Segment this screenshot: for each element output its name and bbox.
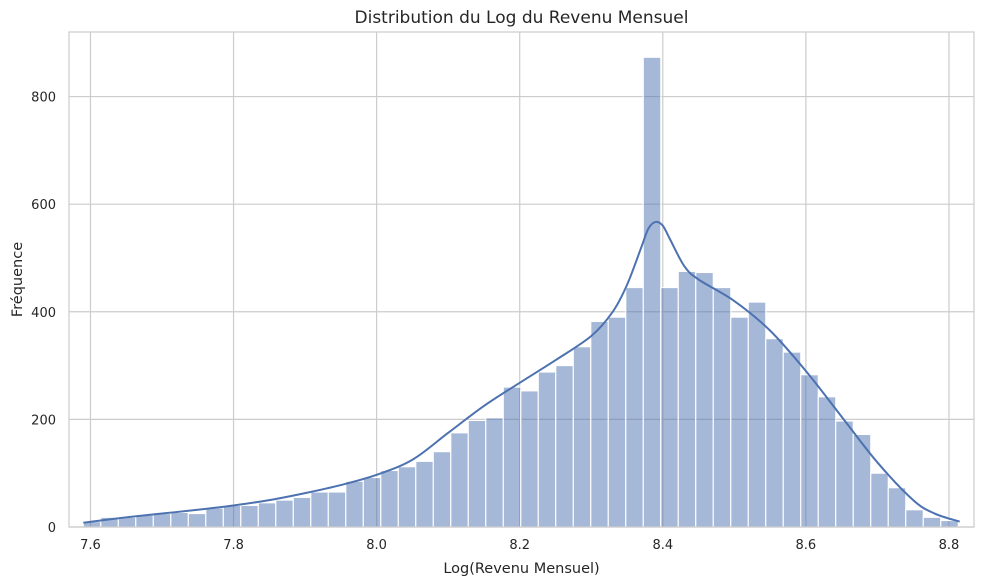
histogram-bar xyxy=(835,420,854,528)
histogram-bar xyxy=(677,270,697,528)
histogram-bar xyxy=(660,287,679,528)
histogram-bar xyxy=(292,496,312,528)
histogram-bar xyxy=(572,346,592,528)
kde-curve xyxy=(83,220,960,524)
histogram-bar xyxy=(905,509,924,528)
histogram-bar xyxy=(712,287,732,528)
x-tick-label: 8.2 xyxy=(509,538,530,553)
histogram-bar xyxy=(555,365,574,528)
x-tick-label: 8.0 xyxy=(366,538,387,553)
histogram-bar xyxy=(327,491,347,528)
x-tick-label: 8.8 xyxy=(939,538,960,553)
y-tick-label: 600 xyxy=(31,198,56,213)
histogram-bar xyxy=(170,511,189,528)
histogram-bar xyxy=(275,499,294,528)
histogram-bar xyxy=(747,301,767,528)
histogram-bar xyxy=(152,512,172,528)
histogram-bar xyxy=(852,433,872,528)
histogram-bar xyxy=(940,519,959,528)
x-tick-label: 8.6 xyxy=(796,538,817,553)
histogram-bar xyxy=(397,466,417,528)
histogram-bar xyxy=(240,504,259,528)
histogram-bar xyxy=(205,507,224,528)
x-axis-label: Log(Revenu Mensuel) xyxy=(443,561,599,577)
histogram-bar xyxy=(257,502,277,528)
chart-title: Distribution du Log du Revenu Mensuel xyxy=(355,8,689,28)
histogram-bar xyxy=(467,419,487,528)
y-tick-label: 800 xyxy=(31,91,56,106)
histogram-bar xyxy=(415,460,434,528)
histogram-bar xyxy=(765,338,784,528)
histogram-bar xyxy=(642,56,662,528)
histogram-bar xyxy=(782,351,802,528)
histogram-bar xyxy=(887,487,907,528)
y-axis-label: Fréquence xyxy=(10,242,26,317)
y-tick-label: 0 xyxy=(48,521,56,536)
histogram-bar xyxy=(450,432,469,528)
histogram-bar xyxy=(817,396,837,528)
histogram-bar xyxy=(362,476,382,528)
histogram-bar xyxy=(222,504,242,528)
histogram-bar xyxy=(310,491,329,528)
histogram-bar xyxy=(730,316,749,528)
y-tick-label: 400 xyxy=(31,306,56,321)
histogram-bar xyxy=(800,374,819,528)
histogram-bar xyxy=(502,386,522,528)
histogram-bar xyxy=(380,469,399,528)
histogram-bar xyxy=(590,320,609,528)
histogram-bar xyxy=(485,417,504,528)
histogram-bar xyxy=(695,271,714,528)
y-tick-label: 200 xyxy=(31,413,56,428)
tick-labels: 7.6 7.8 8.0 8.2 8.4 8.6 8.8 0 200 400 600 800 xyxy=(31,91,959,553)
plot-frame xyxy=(68,31,975,528)
histogram-bar xyxy=(870,472,889,528)
histogram-bar xyxy=(345,480,364,528)
histogram-bar xyxy=(432,451,452,528)
histogram-bar xyxy=(922,516,942,528)
x-tick-label: 7.6 xyxy=(80,538,101,553)
histogram-bar xyxy=(607,316,627,528)
histogram-bars xyxy=(82,56,959,528)
histogram-bar xyxy=(537,371,557,528)
histogram-bar xyxy=(187,512,207,528)
histogram-bar xyxy=(625,287,644,528)
histogram-bar xyxy=(520,390,539,528)
x-tick-label: 8.4 xyxy=(652,538,673,553)
x-tick-label: 7.8 xyxy=(223,538,244,553)
